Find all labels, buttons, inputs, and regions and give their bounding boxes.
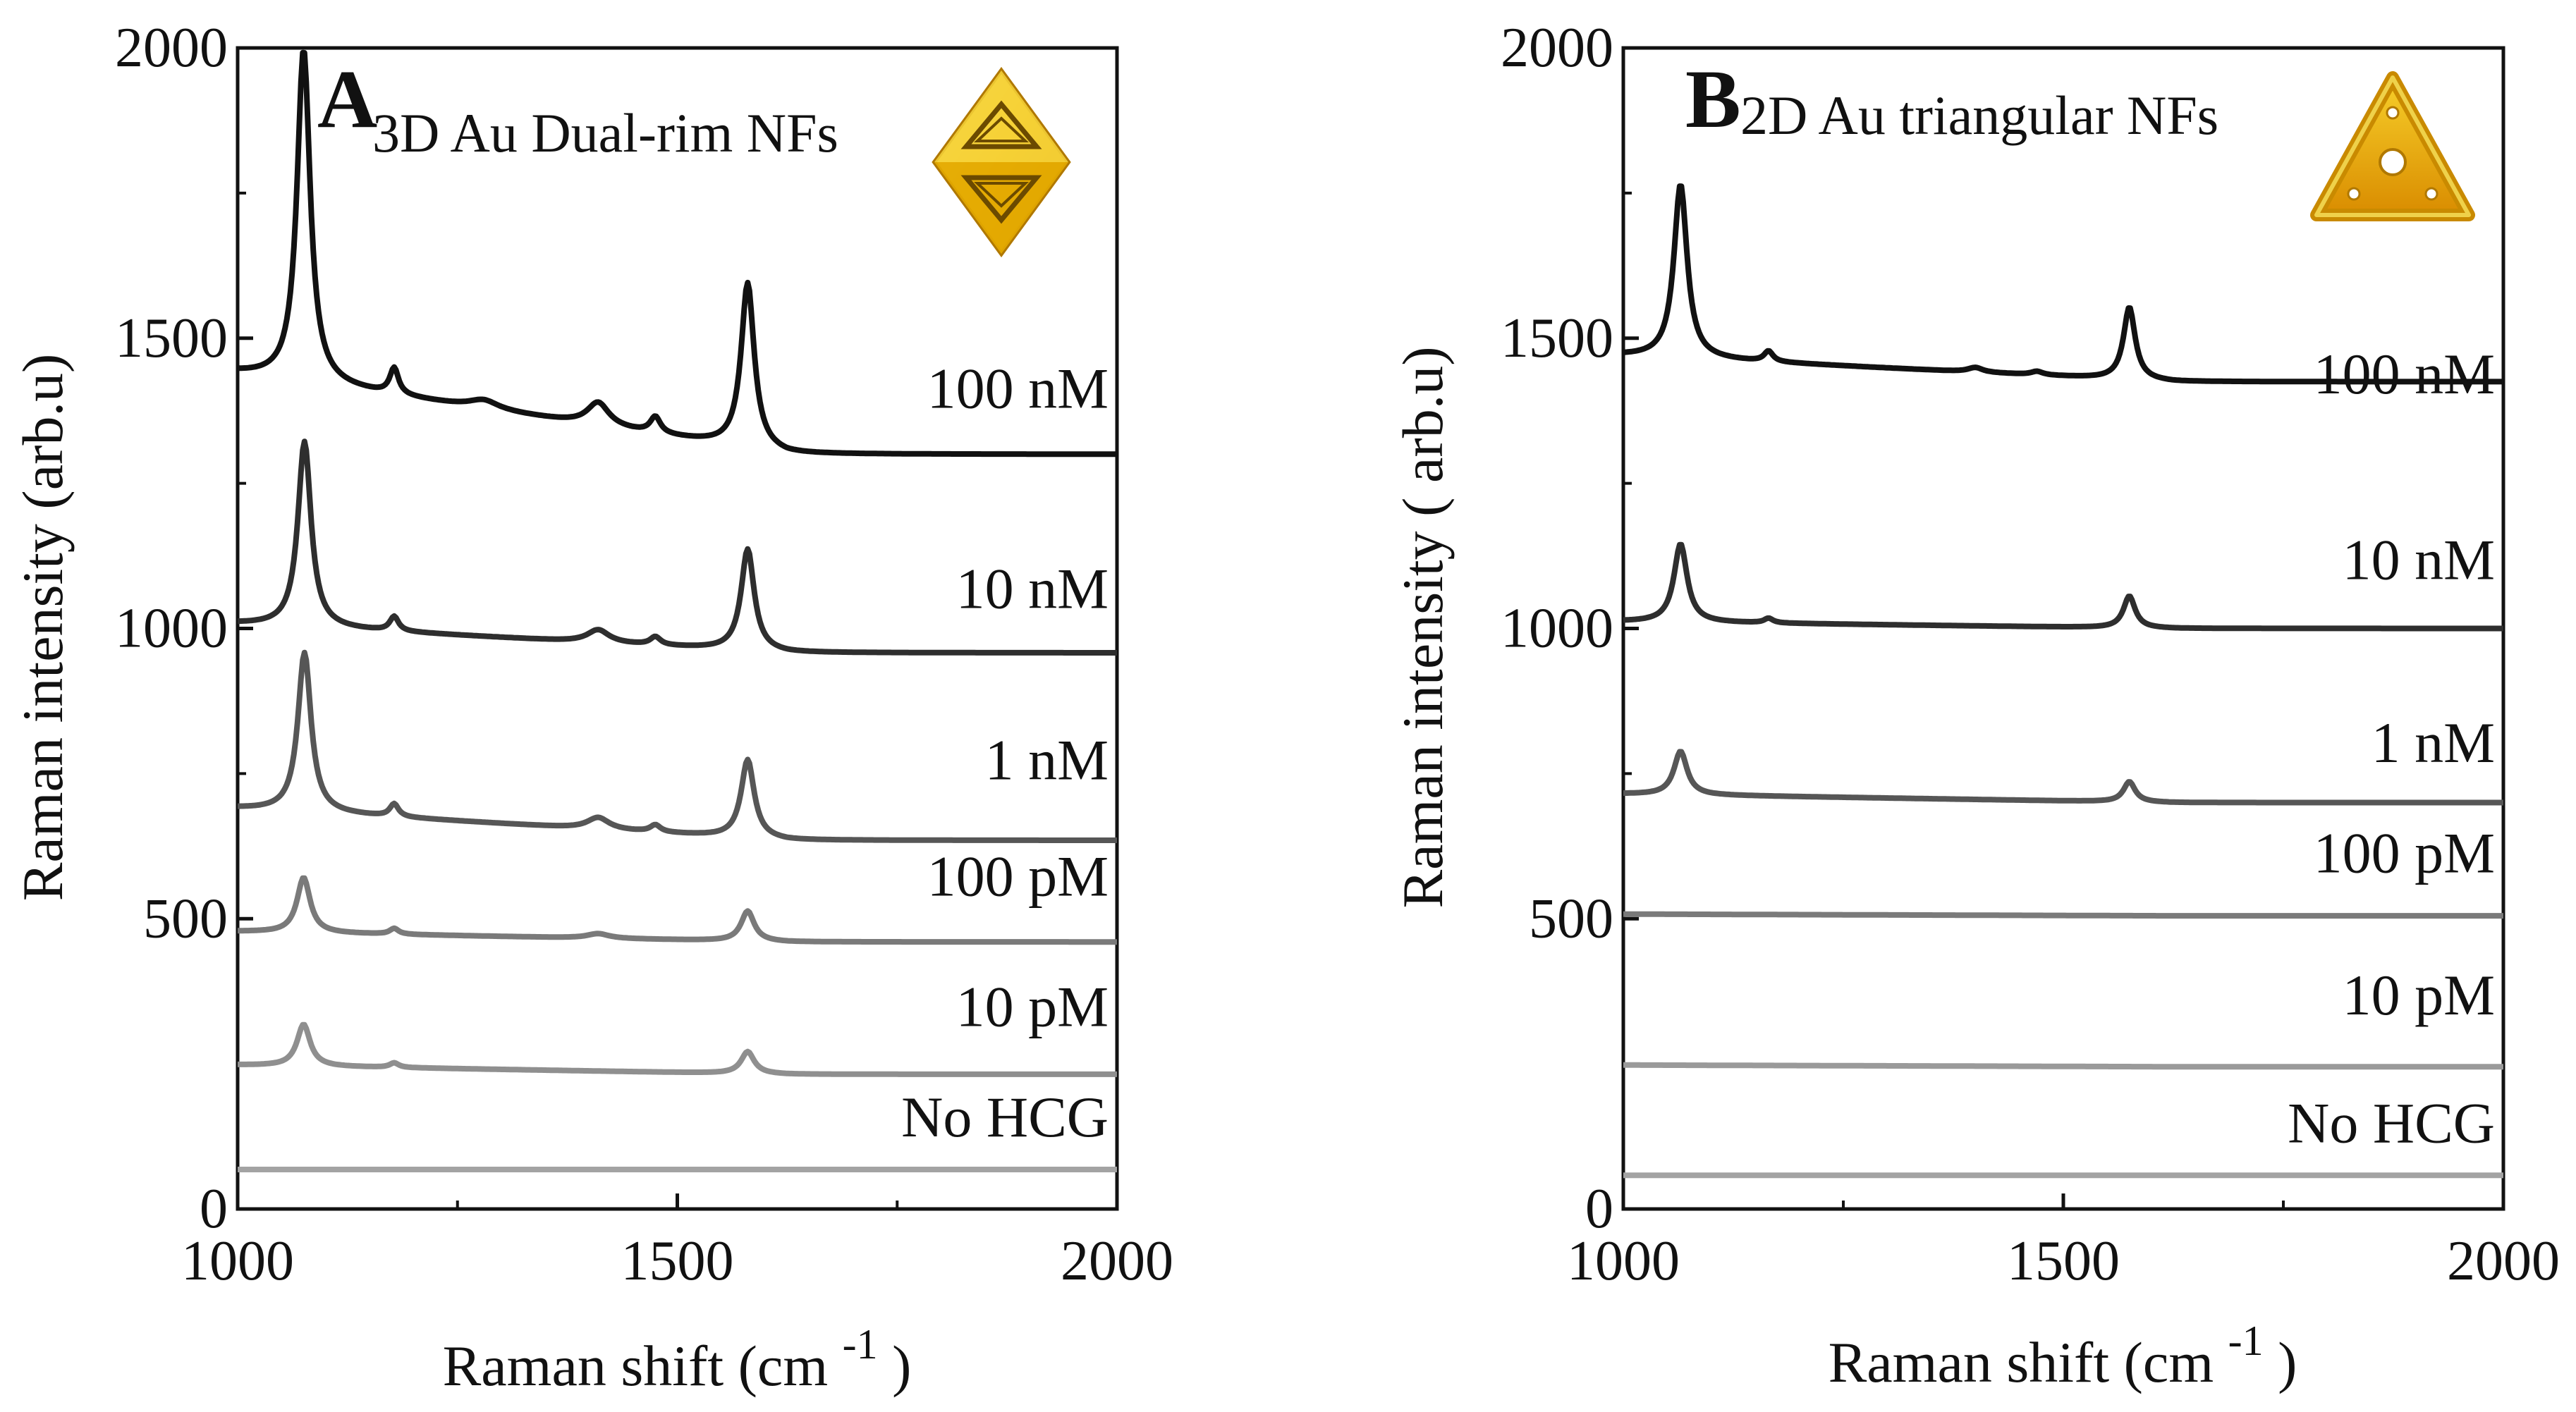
y-tick-label: 500 [143,888,228,950]
panel-a: 0 500 1000 1500 2000 1000 1500 2000 No HCG 10 p… [11,17,1173,1398]
spectrum-line [1622,183,2505,385]
x-tick-label: 2000 [2447,1230,2560,1292]
series-label: 1 nM [2371,711,2495,775]
x-tick-label: 1500 [2007,1230,2120,1292]
spectrum-line [236,438,1118,656]
spectrum-line [1622,911,2505,919]
y-tick-label: 1500 [1501,307,1613,369]
y-ticks: 0 500 1000 1500 2000 [1501,17,1639,1240]
panel-letter: A [317,53,377,145]
y-tick-label: 2000 [115,17,228,79]
y-tick-label: 1000 [115,598,228,660]
x-axis-title-main: Raman shift (cm [1829,1330,2214,1394]
series-label: No HCG [901,1085,1109,1149]
x-axis-title-close: ) [2278,1330,2297,1394]
series-lines [236,49,1118,1172]
series-label: 100 nM [2314,342,2495,406]
spectrum-line [236,1021,1118,1077]
y-tick-label: 500 [1529,888,1613,950]
x-tick-label: 1500 [621,1230,734,1292]
x-axis-title: Raman shift (cm -1 ) [1829,1303,2297,1394]
octahedral-nanoframe-icon [932,66,1071,258]
series-label: 1 nM [985,728,1109,792]
y-axis-title: Raman intensity ( arb.u) [1391,346,1455,908]
series-labels: No HCG 10 pM 100 pM 1 nM 10 nM 100 nM [2288,342,2495,1155]
spectrum-line [1622,541,2505,632]
series-label: No HCG [2288,1091,2495,1155]
panel-letter: B [1685,53,1741,145]
series-label: 100 nM [927,357,1109,421]
y-tick-label: 2000 [1501,17,1613,79]
x-tick-label: 1000 [181,1230,294,1292]
series-label: 10 pM [956,975,1109,1039]
triangular-nanoframe-icon [2310,71,2475,221]
spectrum-line [236,875,1118,945]
panel-title: 2D Au triangular NFs [1740,85,2218,146]
x-axis-title: Raman shift (cm -1 ) [443,1307,912,1398]
spectrum-line [1622,749,2505,806]
panel-b: 0 500 1000 1500 2000 1000 1500 2000 No HCG 10 p… [1391,17,2560,1394]
series-label: 100 pM [927,844,1109,908]
series-labels: No HCG 10 pM 100 pM 1 nM 10 nM 100 nM [901,357,1109,1149]
y-tick-label: 1500 [115,307,228,369]
spectrum-line [236,49,1118,458]
spectrum-line [1622,1062,2505,1070]
x-tick-label: 2000 [1061,1230,1173,1292]
series-label: 10 nM [956,557,1109,621]
x-ticks: 1000 1500 2000 [181,1193,1173,1292]
series-label: 10 nM [2343,528,2495,592]
y-ticks: 0 500 1000 1500 2000 [115,17,253,1240]
series-label: 10 pM [2343,963,2495,1027]
panel-title: 3D Au Dual-rim NFs [372,102,838,164]
y-tick-label: 0 [200,1178,228,1240]
x-ticks: 1000 1500 2000 [1567,1193,2560,1292]
x-axis-title-close: ) [892,1334,911,1398]
x-axis-title-sup: -1 [843,1321,878,1368]
y-tick-label: 0 [1585,1178,1613,1240]
series-lines [1622,183,2505,1179]
y-axis-title: Raman intensity (arb.u) [11,354,75,902]
x-tick-label: 1000 [1567,1230,1680,1292]
x-axis-title-sup: -1 [2228,1318,2264,1364]
x-axis-title-main: Raman shift (cm [443,1334,829,1398]
spectrum-line [236,649,1118,843]
y-tick-label: 1000 [1501,598,1613,660]
series-label: 100 pM [2314,821,2495,885]
